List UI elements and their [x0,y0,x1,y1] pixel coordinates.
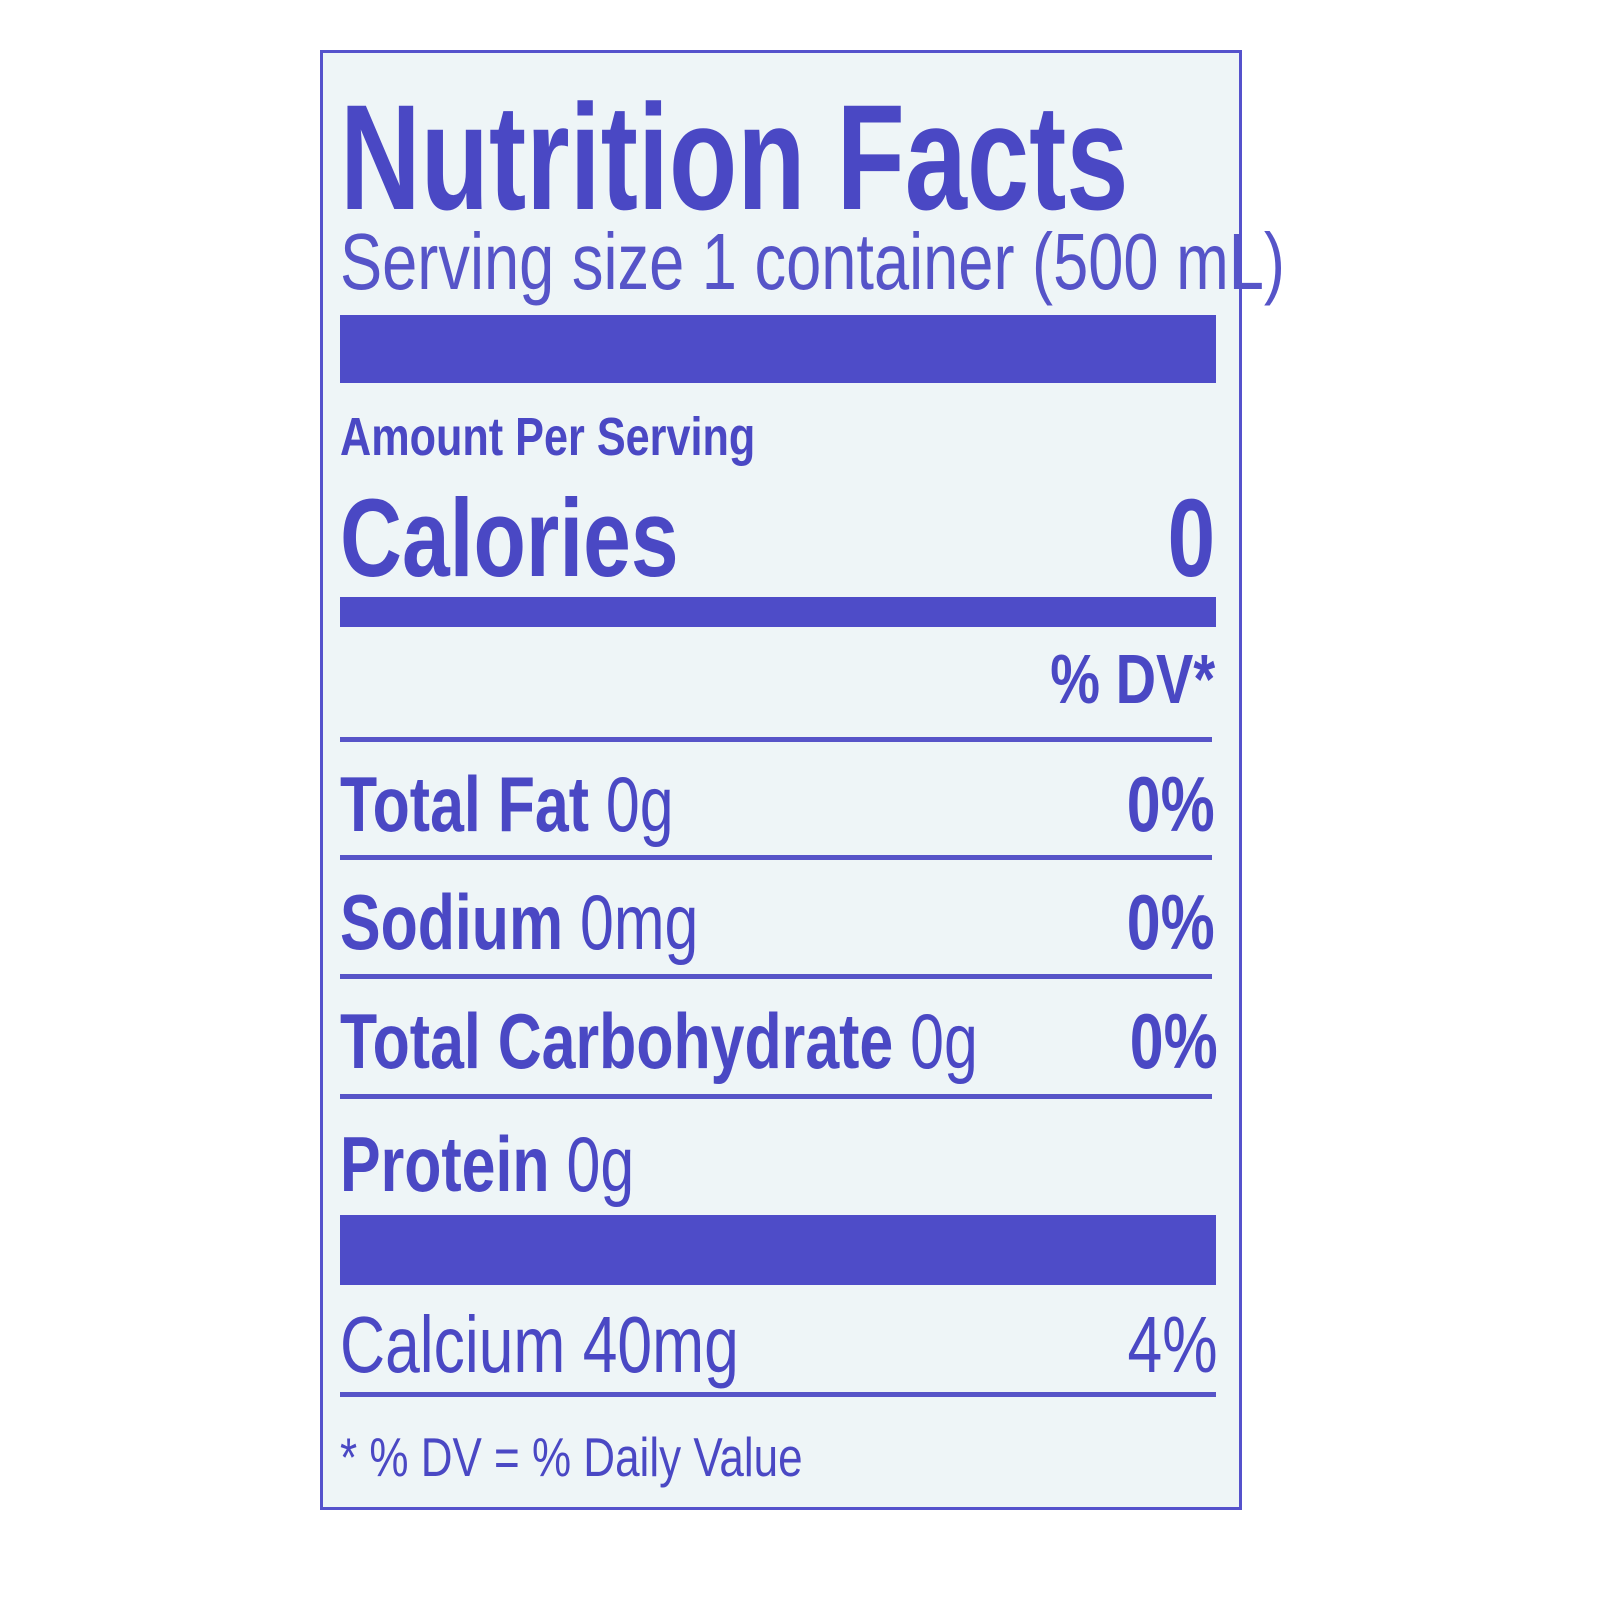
nutrient-name: Protein [340,1120,550,1208]
nutrient-name: Total Carbohydrate [340,997,894,1085]
rule [340,737,1212,742]
nutrient-name: Sodium [340,878,564,966]
calories-value: 0 [1167,477,1215,600]
nutrient-dv: 0% [1127,760,1215,848]
nutrient-amount: 0g [910,997,978,1085]
rule [340,974,1212,979]
calories-label: Calories [340,477,679,600]
vitamin-name: Calcium [340,1300,566,1389]
nutrient-dv: 0% [1127,878,1215,966]
footnote: * % DV = % Daily Value [340,1426,803,1488]
label-title: Nutrition Facts [340,73,1129,241]
rule [340,1392,1216,1397]
medium-divider [340,597,1216,627]
rule [340,855,1212,860]
dv-header: % DV* [1050,640,1215,718]
vitamin-row-calcium: Calcium 40mg [340,1305,739,1385]
rule [340,1094,1212,1099]
nutrient-amount: 0mg [579,878,699,966]
thick-divider [340,315,1216,383]
nutrient-row-total-fat: Total Fat 0g [340,765,674,843]
nutrient-amount: 0g [566,1120,635,1208]
nutrient-row-sodium: Sodium 0mg [340,883,698,961]
nutrient-row-total-carbohydrate: Total Carbohydrate 0g [340,1002,978,1080]
nutrient-name: Total Fat [340,760,589,848]
serving-size: Serving size 1 container (500 mL) [340,217,1285,306]
nutrient-dv: 0% [1130,997,1218,1085]
amount-per-serving: Amount Per Serving [340,407,756,467]
vitamin-dv: 4% [1127,1300,1218,1389]
nutrient-amount: 0g [605,760,674,848]
nutrient-row-protein: Protein 0g [340,1125,634,1203]
thick-divider [340,1215,1216,1285]
vitamin-amount: 40mg [582,1300,739,1389]
